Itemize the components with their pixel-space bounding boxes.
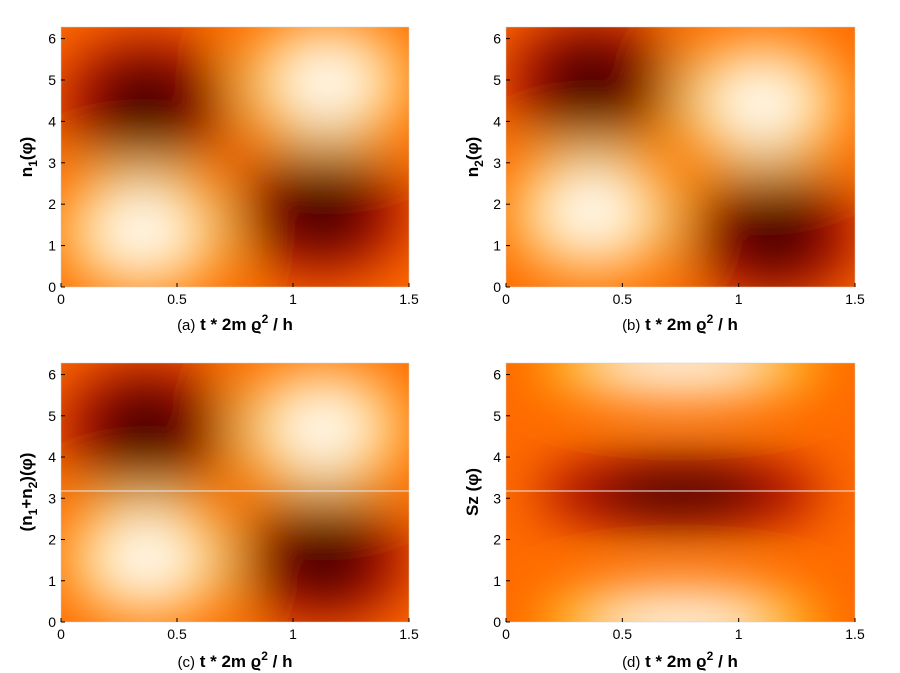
x-tick-label-a-2: 1 — [289, 291, 297, 307]
y-tick-label-a-1: 1 — [48, 238, 56, 254]
y-axis-label-c: (n1+n2)(φ) — [17, 453, 40, 532]
heatmap-d-max-0 — [594, 599, 767, 622]
y-tick-label-c-6: 6 — [48, 367, 56, 383]
x-axis-label-c: (c) t * 2m ϱ2 / h — [177, 649, 292, 671]
y-tick-label-b-0: 0 — [493, 279, 501, 295]
y-tick-label-c-5: 5 — [48, 408, 56, 424]
heatmap-b-max-1 — [709, 63, 815, 142]
y-tick-label-d-3: 3 — [493, 490, 501, 506]
y-tick-label-a-6: 6 — [48, 31, 56, 47]
x-tick-label-d-3: 1.5 — [845, 626, 865, 642]
y-tick-label-a-0: 0 — [48, 279, 56, 295]
x-tick-label-d-2: 1 — [735, 626, 743, 642]
y-tick-label-a-2: 2 — [48, 196, 56, 212]
y-tick-label-b-3: 3 — [493, 155, 501, 171]
heatmap-d — [506, 363, 855, 622]
x-tick-label-c-1: 0.5 — [167, 626, 187, 642]
heatmap-a-max-0 — [90, 192, 195, 271]
y-tick-label-a-5: 5 — [48, 72, 56, 88]
x-axis-label-a: (a) t * 2m ϱ2 / h — [177, 312, 293, 334]
y-tick-label-c-1: 1 — [48, 573, 56, 589]
x-tick-label-d-1: 0.5 — [613, 626, 633, 642]
plot-frame-b — [505, 26, 856, 288]
plot-frame-a — [60, 26, 410, 288]
x-tick-label-a-1: 0.5 — [167, 291, 187, 307]
heatmap-c-min-2 — [94, 389, 200, 468]
y-axis-label-b: n2(φ) — [463, 137, 486, 178]
y-tick-label-d-5: 5 — [493, 408, 501, 424]
x-tick-label-b-0: 0 — [502, 291, 510, 307]
y-axis-label-a: n1(φ) — [17, 137, 40, 178]
x-tick-label-d-0: 0 — [502, 626, 510, 642]
y-tick-label-d-1: 1 — [493, 573, 501, 589]
x-tick-label-b-1: 0.5 — [613, 291, 633, 307]
heatmap-a — [61, 27, 409, 287]
y-tick-label-d-0: 0 — [493, 614, 501, 630]
heatmap-c-max-1 — [270, 389, 376, 468]
plot-frame-c — [60, 362, 410, 623]
panel-d: 0 0.5 1 1.5 0 1 2 3 4 5 6 (d) t * 2m ϱ2 / h Sz (φ) — [463, 362, 865, 671]
heatmap-d-max-1 — [594, 363, 767, 386]
y-tick-label-c-4: 4 — [48, 449, 56, 465]
heatmap-c-min-3 — [270, 519, 376, 597]
x-axis-label-d: (d) t * 2m ϱ2 / h — [622, 649, 738, 671]
x-tick-label-b-2: 1 — [735, 291, 743, 307]
y-tick-label-d-4: 4 — [493, 449, 501, 465]
heatmap-b-min-3 — [721, 194, 826, 273]
panel-c: 0 0.5 1 1.5 0 1 2 3 4 5 6 (c) t * 2m ϱ2 / h (n1+n2… — [17, 362, 419, 671]
heatmap-a-min-2 — [94, 63, 200, 142]
heatmap-d-min-2 — [594, 470, 767, 515]
y-tick-label-b-1: 1 — [493, 238, 501, 254]
y-tick-label-a-4: 4 — [48, 113, 56, 129]
heatmap-a-max-1 — [275, 43, 380, 122]
heatmap-b-max-0 — [539, 173, 645, 252]
x-tick-label-a-3: 1.5 — [399, 291, 419, 307]
x-axis-label-b: (b) t * 2m ϱ2 / h — [622, 312, 738, 334]
plot-frame-d — [505, 362, 856, 623]
heatmap-c-max-0 — [94, 519, 200, 597]
y-tick-label-d-2: 2 — [493, 532, 501, 548]
x-tick-label-c-0: 0 — [57, 626, 65, 642]
x-tick-label-a-0: 0 — [57, 291, 65, 307]
y-tick-label-b-5: 5 — [493, 72, 501, 88]
y-tick-label-b-6: 6 — [493, 31, 501, 47]
panel-a: 0 0.5 1 1.5 0 1 2 3 4 5 6 (a) t * 2m ϱ2 / h n1(φ) — [17, 26, 419, 334]
heatmap-b — [506, 27, 855, 287]
y-tick-label-a-3: 3 — [48, 155, 56, 171]
y-tick-label-c-0: 0 — [48, 614, 56, 630]
heatmap-c — [61, 363, 409, 622]
panel-b: 0 0.5 1 1.5 0 1 2 3 4 5 6 (b) t * 2m ϱ2 / h n2(φ) — [463, 26, 865, 334]
heatmap-b-min-2 — [539, 43, 645, 122]
y-tick-label-c-3: 3 — [48, 490, 56, 506]
y-tick-label-c-2: 2 — [48, 532, 56, 548]
y-axis-label-d: Sz (φ) — [463, 468, 482, 516]
y-tick-label-b-2: 2 — [493, 196, 501, 212]
x-tick-label-c-3: 1.5 — [399, 626, 419, 642]
x-tick-label-b-3: 1.5 — [845, 291, 865, 307]
y-tick-label-d-6: 6 — [493, 367, 501, 383]
x-tick-label-c-2: 1 — [289, 626, 297, 642]
y-tick-label-b-4: 4 — [493, 113, 501, 129]
heatmap-a-min-3 — [268, 171, 374, 250]
